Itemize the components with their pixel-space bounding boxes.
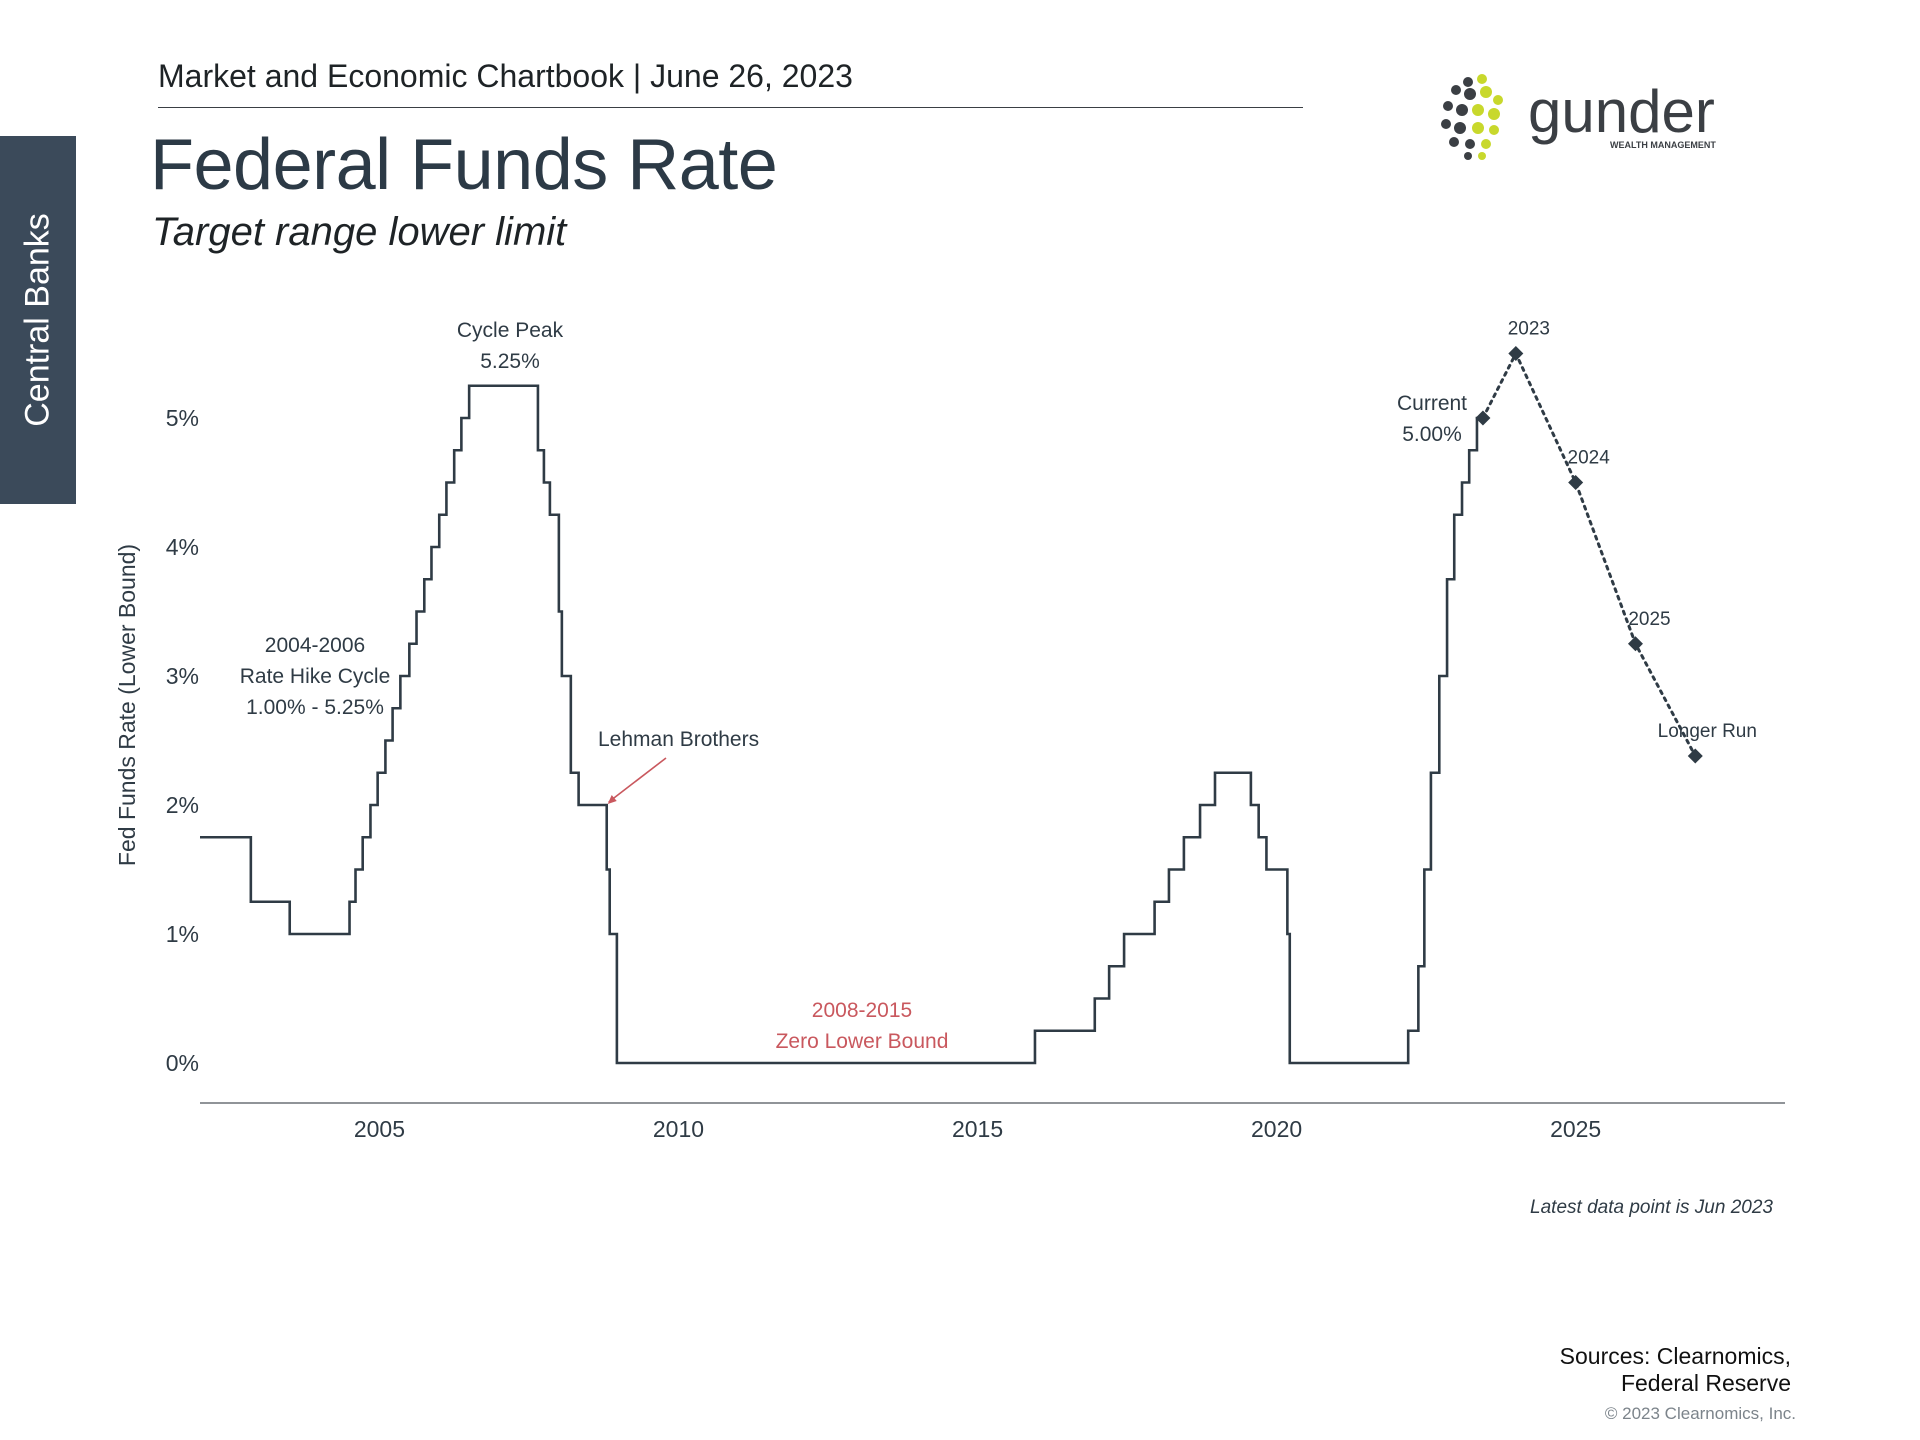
lehman-arrow-head-icon (607, 795, 617, 804)
x-tick-label: 2005 (354, 1116, 405, 1142)
projection-point-marker (1627, 636, 1643, 652)
y-tick-label: 3% (166, 663, 199, 689)
cycle-peak-label: Cycle Peak (457, 319, 564, 342)
header-divider (158, 107, 1303, 108)
chart-subtitle: Target range lower limit (152, 210, 567, 254)
cycle-peak-value: 5.25% (480, 350, 540, 373)
hike-cycle-years: 2004-2006 (265, 634, 365, 657)
sources-line-2: Federal Reserve (1620, 1370, 1791, 1396)
y-tick-label: 1% (166, 921, 199, 947)
logo-mark-icon (1441, 74, 1503, 160)
zlb-years: 2008-2015 (812, 999, 912, 1022)
y-axis-label: Fed Funds Rate (Lower Bound) (114, 544, 140, 866)
chartbook-header: Market and Economic Chartbook | June 26,… (158, 58, 853, 94)
current-label: Current (1397, 392, 1467, 415)
x-tick-label: 2015 (952, 1116, 1003, 1142)
lehman-label: Lehman Brothers (598, 728, 759, 751)
projection-label-2025: 2025 (1628, 609, 1670, 630)
y-axis-ticks: 0% 1% 2% 3% 4% 5% (166, 405, 199, 1076)
y-tick-label: 5% (166, 405, 199, 431)
hike-cycle-range: 1.00% - 5.25% (246, 696, 384, 719)
logo-wordmark: gunder (1528, 78, 1715, 145)
projection-label-2024: 2024 (1568, 448, 1611, 469)
current-point-marker (1475, 410, 1491, 426)
y-axis-title: Fed Funds Rate (Lower Bound) (114, 544, 140, 866)
current-value: 5.00% (1402, 423, 1462, 446)
hike-cycle-label: Rate Hike Cycle (240, 665, 391, 688)
zlb-label: Zero Lower Bound (776, 1030, 949, 1053)
gunder-logo: gunder WEALTH MANAGEMENT (1441, 74, 1716, 160)
projection-point-marker (1568, 475, 1584, 490)
sources-line-1: Sources: Clearnomics, (1559, 1343, 1791, 1369)
sources: Sources: Clearnomics, Federal Reserve (1560, 1343, 1791, 1397)
projection-label-longer-run: Longer Run (1658, 721, 1757, 742)
projection-dotted-line (1481, 350, 1697, 758)
x-axis: 2005 2010 2015 2020 2025 (200, 1102, 1785, 1142)
x-tick-label: 2020 (1251, 1116, 1302, 1142)
logo-tagline: WEALTH MANAGEMENT (1610, 140, 1716, 150)
y-tick-label: 2% (166, 792, 199, 818)
projection-point-marker (1687, 748, 1703, 764)
lehman-arrow (608, 757, 667, 803)
series-layer (200, 350, 1697, 1065)
x-tick-label: 2025 (1550, 1116, 1601, 1142)
chart-title: Federal Funds Rate (150, 125, 778, 205)
y-tick-label: 0% (166, 1050, 199, 1076)
x-tick-label: 2010 (653, 1116, 704, 1142)
fed-funds-step-line (200, 384, 1483, 1065)
projection-point-marker (1508, 346, 1524, 361)
y-tick-label: 4% (166, 534, 199, 560)
latest-data-note: Latest data point is Jun 2023 (1530, 1197, 1773, 1218)
projection-label-2023: 2023 (1508, 319, 1550, 340)
projection-markers (1475, 346, 1703, 764)
annotations: 2023 2024 2025 Longer Run Cycle Peak 5.25% 200… (240, 319, 1757, 1054)
section-tab: Central Banks (0, 136, 76, 504)
copyright: © 2023 Clearnomics, Inc. (1604, 1404, 1796, 1423)
